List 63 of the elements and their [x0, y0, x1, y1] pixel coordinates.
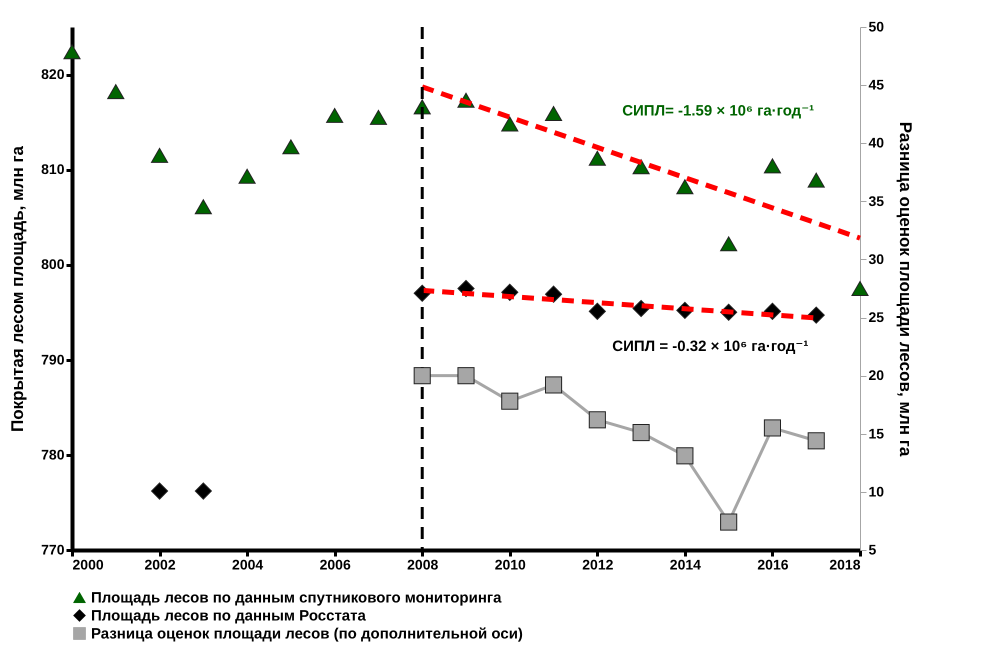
point: [808, 172, 825, 188]
y2-axis-title: Разница оценок площади лесов, млн га: [896, 122, 916, 457]
point: [544, 106, 562, 122]
point: [107, 84, 124, 100]
point: [282, 139, 300, 154]
x-tick-label: 2000: [72, 556, 104, 572]
point: [63, 44, 81, 60]
x-tick-label: 2008: [407, 556, 439, 572]
legend-label: Площадь лесов по данным Росстата: [91, 608, 366, 624]
x-tick-label: 2014: [670, 556, 702, 572]
y2-tick-label: 30: [868, 250, 884, 267]
y2-tick-label: 15: [868, 425, 884, 442]
x-tick-label: 2010: [494, 556, 526, 572]
point: [632, 424, 650, 442]
y-tick-label: 810: [41, 161, 65, 178]
y2-tick-label: 20: [868, 367, 884, 384]
point: [194, 199, 212, 214]
y2-tick-label: 35: [868, 192, 884, 209]
y-axis-title: Покрытая лесом площадь, млн га: [8, 145, 28, 432]
y2-tick-label: 45: [868, 76, 884, 93]
y-tick-label: 800: [41, 256, 65, 272]
y2-tick-label: 25: [868, 309, 884, 326]
x-tick-label: 2006: [320, 556, 351, 572]
point: [676, 179, 694, 194]
point: [764, 419, 782, 437]
point: [150, 148, 168, 163]
point: [851, 281, 869, 296]
point: [764, 158, 782, 174]
x-tick-label: 2018: [829, 556, 861, 572]
y-tick-label: 770: [41, 542, 65, 558]
point: [588, 302, 606, 320]
y-tick-label: 780: [41, 446, 65, 462]
annotation: СИПЛ = -0.32 × 10⁶ га·год⁻¹: [612, 338, 808, 356]
point: [676, 447, 694, 464]
point: [501, 392, 518, 410]
point: [370, 110, 388, 125]
point: [588, 411, 606, 428]
point: [150, 482, 168, 500]
point: [326, 108, 344, 123]
point: [414, 367, 431, 384]
point: [720, 514, 738, 531]
y-tick-label: 820: [41, 66, 65, 82]
x-tick-label: 2012: [582, 556, 614, 572]
point: [808, 432, 825, 450]
annotation: СИПЛ= -1.59 × 10⁶ га·год⁻¹: [622, 102, 814, 120]
y2-tick-label: 40: [868, 134, 884, 151]
x-tick-label: 2004: [232, 556, 264, 572]
legend-label: Разница оценок площади лесов (по дополнительной оси): [91, 626, 523, 642]
legend-label: Площадь лесов по данным спутникового мониторинга: [91, 590, 502, 606]
x-tick-label: 2002: [144, 556, 176, 572]
y2-tick-label: 5: [868, 542, 876, 558]
point: [588, 150, 606, 166]
point: [720, 236, 738, 252]
point: [457, 367, 475, 384]
point: [632, 159, 650, 174]
point: [544, 376, 562, 394]
point: [194, 482, 212, 500]
x-tick-label: 2016: [757, 556, 789, 572]
point: [238, 168, 256, 184]
point: [501, 116, 518, 132]
y2-tick-label: 50: [868, 18, 884, 34]
y-tick-label: 790: [41, 351, 65, 368]
y2-tick-label: 10: [868, 483, 884, 500]
